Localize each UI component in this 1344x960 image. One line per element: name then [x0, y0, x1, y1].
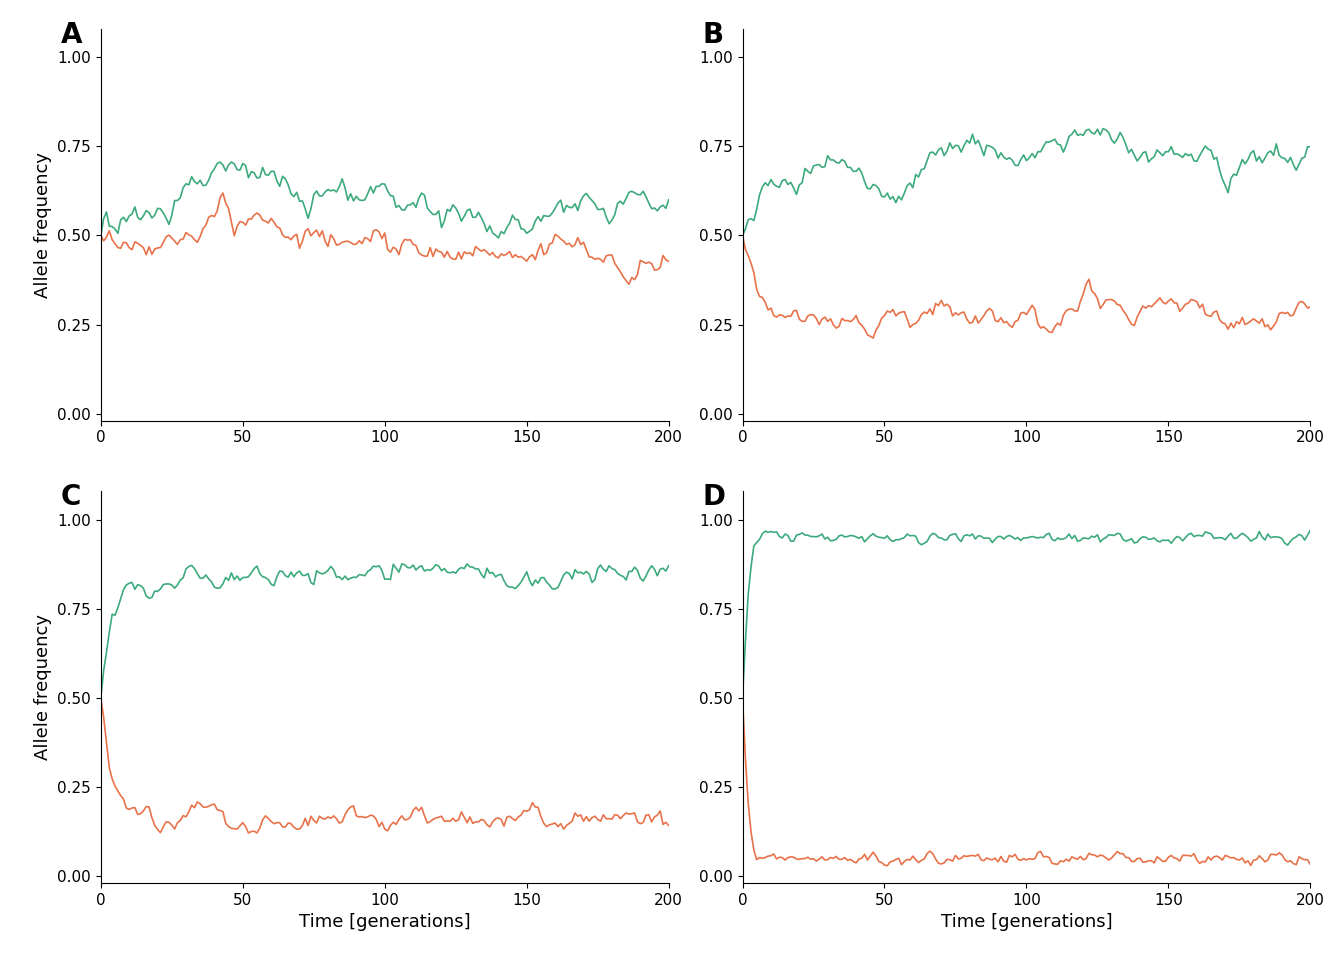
- Y-axis label: Allele frequency: Allele frequency: [34, 152, 52, 298]
- Text: D: D: [703, 484, 726, 512]
- X-axis label: Time [generations]: Time [generations]: [941, 914, 1113, 931]
- Text: C: C: [60, 484, 82, 512]
- Y-axis label: Allele frequency: Allele frequency: [34, 614, 52, 760]
- Text: B: B: [703, 21, 724, 49]
- Text: A: A: [60, 21, 82, 49]
- X-axis label: Time [generations]: Time [generations]: [298, 914, 470, 931]
